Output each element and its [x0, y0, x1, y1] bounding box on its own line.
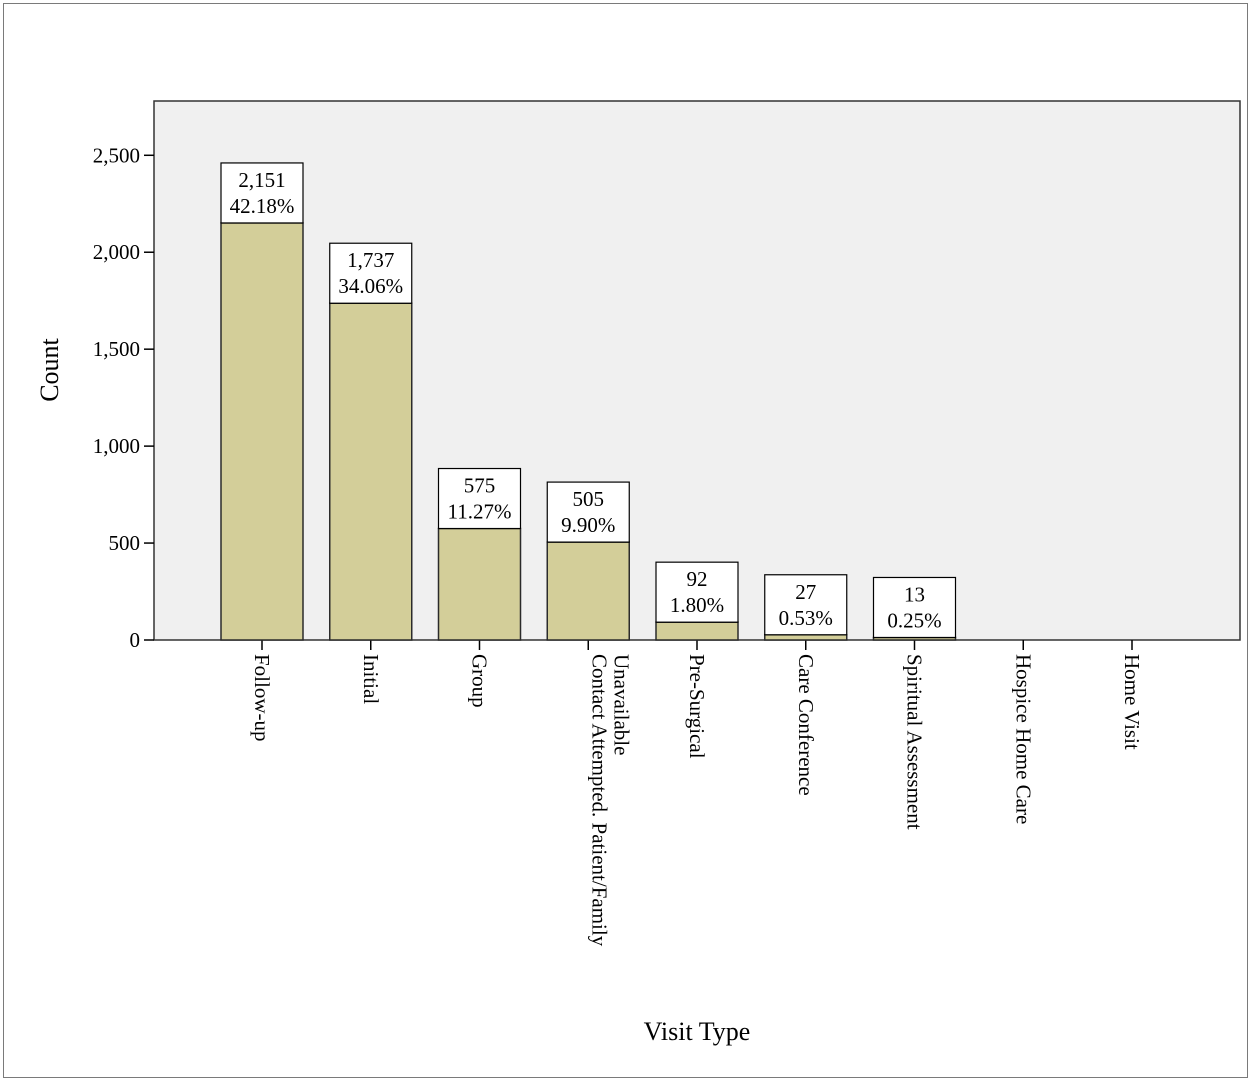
data-label-percent: 0.25%: [887, 608, 941, 632]
y-tick-label: 1,000: [93, 434, 140, 458]
data-label-count: 2,151: [238, 168, 285, 192]
data-label-box: [872, 576, 957, 639]
x-tick-label: Care Conference: [794, 654, 818, 796]
data-label-box: [329, 242, 413, 304]
x-tick-label: Follow-up: [250, 654, 274, 742]
y-axis-title: Count: [35, 337, 64, 401]
y-tick-label: 0: [130, 628, 141, 652]
data-label-count: 27: [795, 580, 816, 604]
bar: [220, 222, 304, 641]
data-label-box: [220, 162, 304, 224]
x-axis-title: Visit Type: [644, 1017, 751, 1046]
bars: [220, 222, 957, 641]
y-tick-label: 500: [109, 531, 141, 555]
data-label-percent: 1.80%: [670, 593, 724, 617]
bar: [329, 302, 413, 641]
x-axis: Follow-up Initial Group Contact Attempted. …: [250, 640, 1144, 947]
x-tick-label-line: Spiritual Assessment: [903, 654, 927, 830]
data-label-count: 1,737: [347, 248, 394, 272]
y-tick-label: 2,000: [93, 240, 140, 264]
data-label-percent: 0.53%: [779, 606, 833, 630]
y-axis: 0 500 1,000 1,500 2,000 2,500: [93, 143, 154, 652]
x-tick-label-line: Initial: [359, 654, 383, 704]
x-tick-label-line: Care Conference: [794, 654, 818, 796]
plot-area: [153, 100, 1241, 641]
data-label-count: 13: [904, 582, 925, 606]
x-tick-label: Initial: [359, 654, 383, 704]
x-tick-label: Home Visit: [1120, 654, 1144, 750]
x-tick-label-line: Pre-Surgical: [685, 654, 709, 759]
x-tick-label: Pre-Surgical: [685, 654, 709, 759]
y-tick-label: 2,500: [93, 143, 140, 167]
x-tick-label-line: Group: [468, 654, 492, 708]
data-label-percent: 9.90%: [561, 513, 615, 537]
data-label-count: 505: [573, 487, 605, 511]
bar: [546, 541, 630, 641]
x-tick-label-line: Contact Attempted. Patient/Family: [587, 654, 611, 947]
data-label-box: [546, 481, 630, 543]
x-tick-label-line: Hospice Home Care: [1011, 654, 1035, 824]
x-tick-label: Hospice Home Care: [1011, 654, 1035, 824]
data-label-count: 575: [464, 474, 496, 498]
data-label-percent: 11.27%: [448, 500, 512, 524]
data-label-percent: 42.18%: [230, 194, 295, 218]
x-tick-label-line: Unavailable: [609, 654, 633, 755]
data-label-box: [764, 574, 848, 636]
data-label-box: [437, 467, 522, 530]
x-tick-label: Contact Attempted. Patient/FamilyUnavail…: [587, 654, 633, 947]
bar: [764, 634, 848, 641]
x-tick-label: Group: [468, 654, 492, 708]
bar: [655, 621, 739, 641]
data-label-box: [655, 561, 739, 623]
data-label-percent: 34.06%: [338, 274, 403, 298]
bar: [437, 527, 522, 641]
x-tick-label-line: Home Visit: [1120, 654, 1144, 750]
data-label-count: 92: [687, 567, 708, 591]
x-tick-label-line: Follow-up: [250, 654, 274, 742]
x-tick-label: Spiritual Assessment: [903, 654, 927, 830]
y-tick-label: 1,500: [93, 337, 140, 361]
